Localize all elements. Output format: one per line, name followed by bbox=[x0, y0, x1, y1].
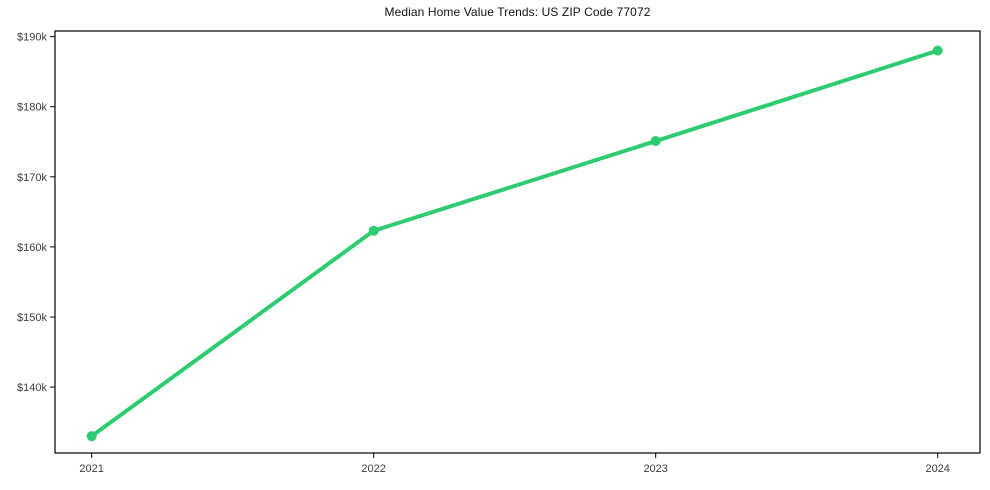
x-tick-label: 2023 bbox=[643, 463, 667, 475]
x-tick-label: 2022 bbox=[361, 463, 385, 475]
data-point-2021 bbox=[86, 431, 97, 442]
plot-border bbox=[54, 30, 981, 454]
data-point-2024 bbox=[932, 45, 943, 56]
y-tick-label: $180k bbox=[17, 102, 47, 114]
y-tick-label: $160k bbox=[17, 242, 47, 254]
chart-title: Median Home Value Trends: US ZIP Code 77… bbox=[384, 5, 651, 19]
y-tick-label: $150k bbox=[17, 312, 47, 324]
data-point-2022 bbox=[368, 225, 379, 236]
trend-line bbox=[89, 48, 940, 439]
y-tick-label: $140k bbox=[17, 382, 47, 394]
y-tick-label: $170k bbox=[17, 172, 47, 184]
x-tick-label: 2021 bbox=[79, 463, 103, 475]
y-tick-label: $190k bbox=[17, 32, 47, 44]
x-tick-label: 2024 bbox=[925, 463, 949, 475]
data-point-2023 bbox=[650, 136, 661, 147]
